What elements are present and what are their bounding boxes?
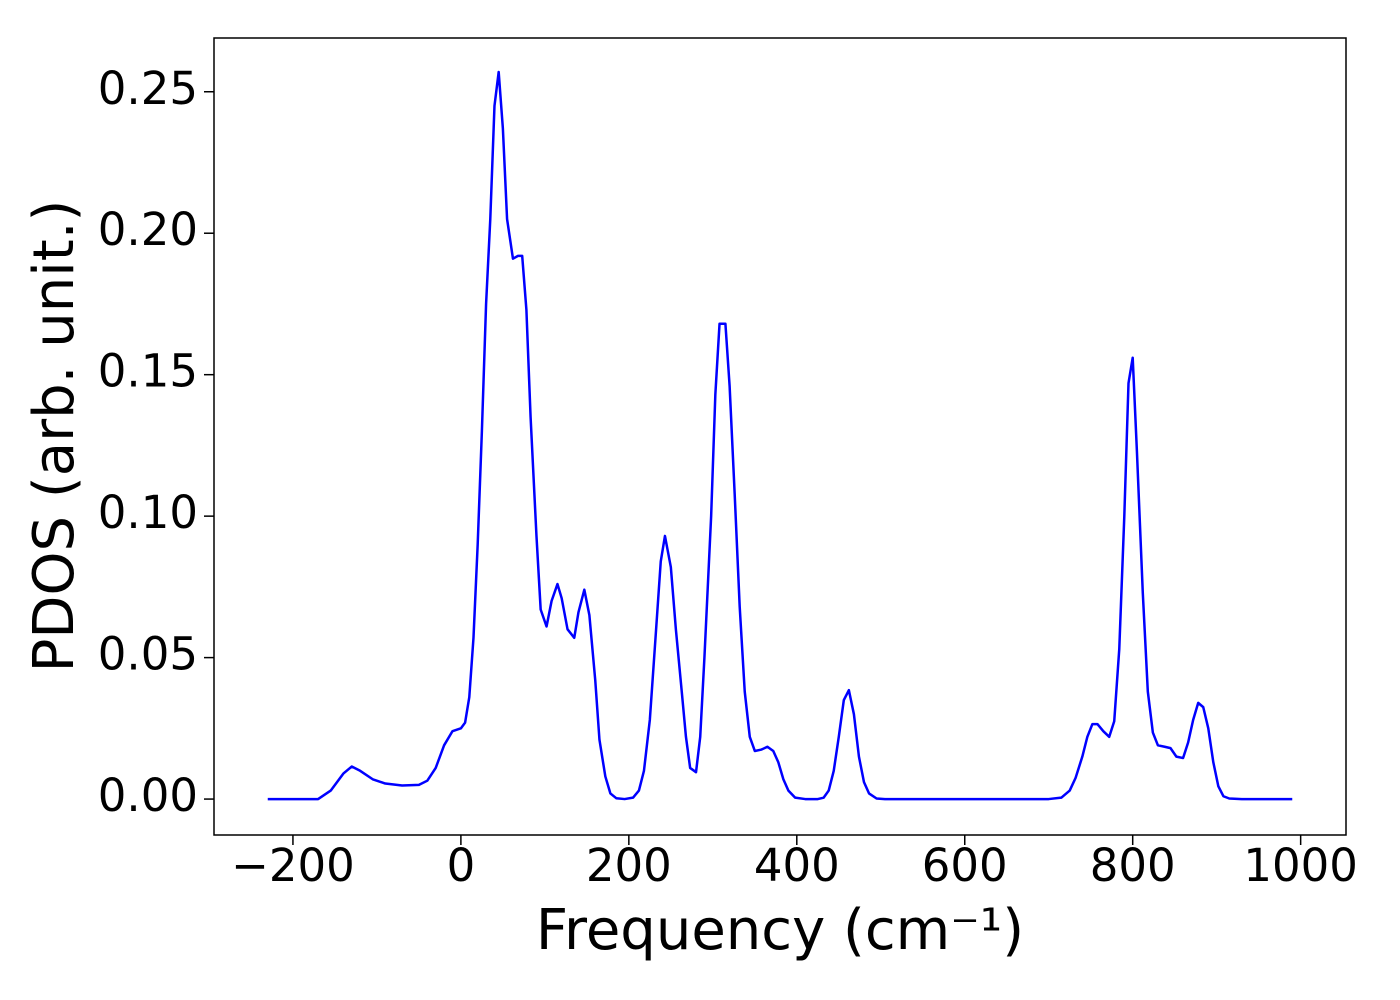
x-tick-label: 800 <box>1090 839 1176 892</box>
x-axis-label: Frequency (cm⁻¹) <box>536 898 1024 963</box>
x-tick-label: 0 <box>447 839 476 892</box>
x-tick-label: −200 <box>231 839 355 892</box>
x-tick-label: 600 <box>922 839 1008 892</box>
x-tick-label: 1000 <box>1243 839 1358 892</box>
y-tick-label: 0.00 <box>98 769 198 822</box>
y-axis-label: PDOS (arb. unit.) <box>22 200 87 673</box>
y-tick-label: 0.15 <box>98 345 198 398</box>
x-tick-label: 200 <box>586 839 672 892</box>
y-tick-label: 0.10 <box>98 486 198 539</box>
plot-frame <box>213 37 1347 836</box>
data-line <box>267 70 1293 801</box>
x-tick-label: 400 <box>754 839 840 892</box>
y-tick-label: 0.05 <box>98 628 198 681</box>
y-tick-label: 0.20 <box>98 203 198 256</box>
y-tick-label: 0.25 <box>98 62 198 115</box>
